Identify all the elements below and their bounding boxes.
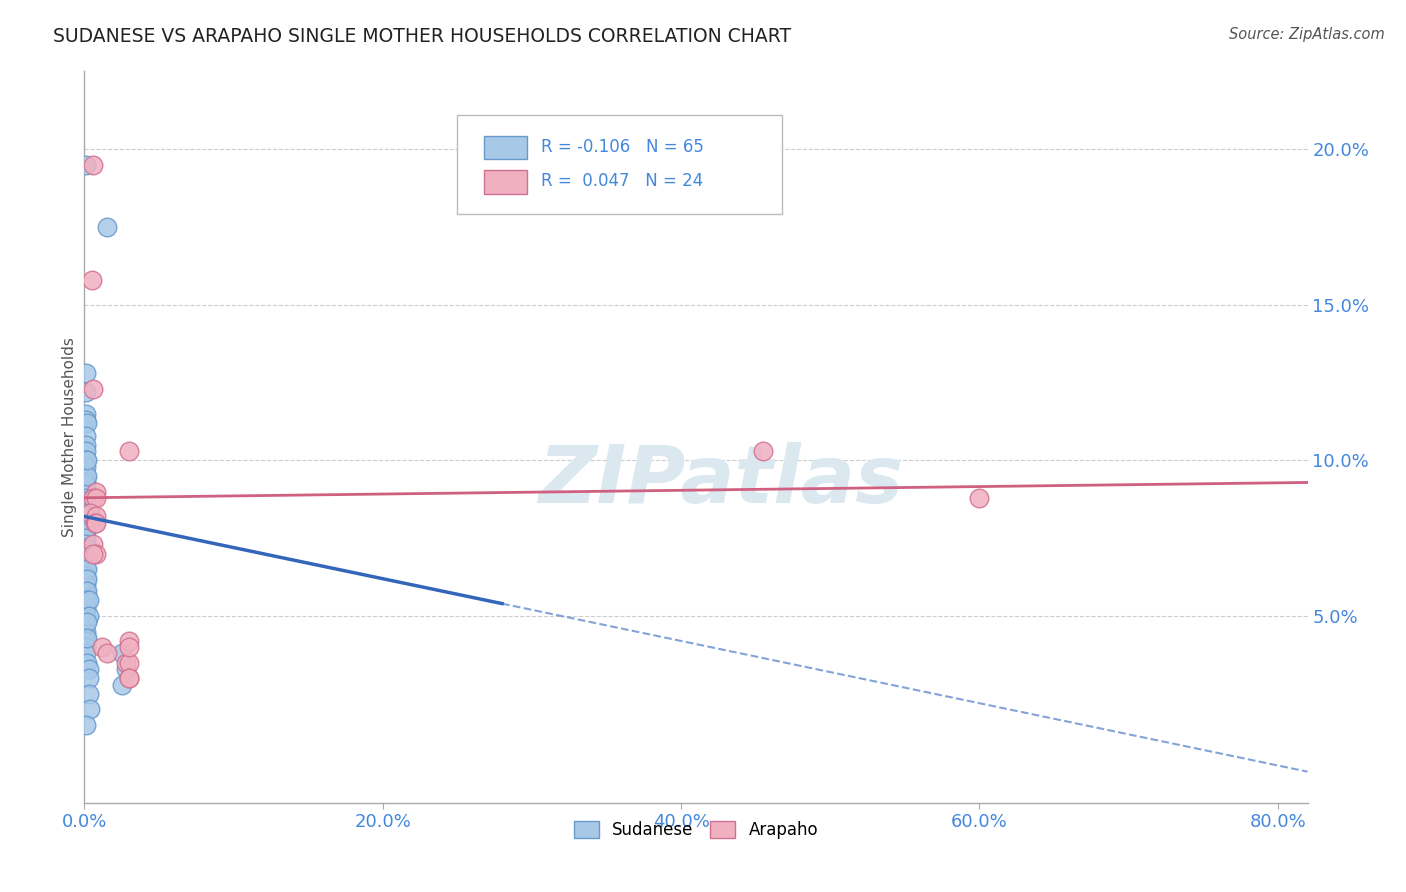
Point — [118, 656, 141, 670]
Point — [75, 634, 97, 648]
FancyBboxPatch shape — [484, 136, 527, 159]
Point — [84, 509, 107, 524]
Point — [75, 524, 97, 539]
Point — [76, 572, 98, 586]
Point — [79, 702, 101, 716]
Point — [75, 603, 97, 617]
Point — [115, 662, 138, 676]
Point — [84, 484, 107, 499]
Point — [77, 593, 100, 607]
Point — [118, 640, 141, 655]
Point — [111, 677, 134, 691]
Point — [75, 568, 97, 582]
Point — [82, 158, 104, 172]
Point — [96, 647, 118, 661]
Point — [76, 453, 98, 467]
Point — [76, 584, 98, 599]
Point — [115, 656, 138, 670]
Point — [75, 537, 97, 551]
Point — [111, 647, 134, 661]
Point — [75, 718, 97, 732]
Point — [75, 413, 97, 427]
Point — [75, 609, 97, 624]
Point — [77, 671, 100, 685]
Point — [75, 469, 97, 483]
Point — [75, 541, 97, 555]
Text: ZIPatlas: ZIPatlas — [538, 442, 903, 520]
Point — [79, 506, 101, 520]
Point — [75, 647, 97, 661]
Point — [75, 522, 97, 536]
Point — [118, 671, 141, 685]
Point — [82, 491, 104, 505]
Point — [75, 407, 97, 421]
Point — [75, 453, 97, 467]
Point — [76, 656, 98, 670]
Point — [75, 640, 97, 655]
Point — [75, 494, 97, 508]
Point — [84, 491, 107, 505]
Point — [76, 593, 98, 607]
Point — [75, 438, 97, 452]
Point — [75, 516, 97, 530]
Point — [75, 459, 97, 474]
Point — [84, 547, 107, 561]
Point — [80, 273, 103, 287]
Point — [75, 491, 97, 505]
Point — [75, 444, 97, 458]
Point — [76, 631, 98, 645]
Point — [118, 444, 141, 458]
Point — [75, 500, 97, 515]
FancyBboxPatch shape — [457, 115, 782, 214]
Point — [82, 537, 104, 551]
Point — [77, 609, 100, 624]
Point — [75, 553, 97, 567]
Point — [75, 562, 97, 576]
Point — [82, 547, 104, 561]
Point — [75, 631, 97, 645]
Point — [75, 384, 97, 399]
Point — [75, 484, 97, 499]
Point — [118, 634, 141, 648]
Point — [96, 219, 118, 234]
Point — [75, 572, 97, 586]
Point — [77, 547, 100, 561]
Point — [75, 475, 97, 490]
Point — [752, 444, 775, 458]
Point — [91, 640, 114, 655]
Point — [75, 158, 97, 172]
Point — [75, 478, 97, 492]
Point — [76, 562, 98, 576]
Point — [118, 671, 141, 685]
Point — [75, 428, 97, 442]
Point — [82, 382, 104, 396]
Point — [77, 662, 100, 676]
Text: R =  0.047   N = 24: R = 0.047 N = 24 — [541, 172, 703, 190]
Point — [75, 366, 97, 380]
Point — [75, 593, 97, 607]
Point — [75, 578, 97, 592]
Point — [75, 509, 97, 524]
Point — [969, 491, 991, 505]
Point — [76, 416, 98, 430]
FancyBboxPatch shape — [484, 170, 527, 194]
Point — [75, 624, 97, 639]
Point — [77, 687, 100, 701]
Text: Source: ZipAtlas.com: Source: ZipAtlas.com — [1229, 27, 1385, 42]
Point — [75, 547, 97, 561]
Point — [75, 506, 97, 520]
Point — [75, 615, 97, 630]
Point — [75, 599, 97, 614]
Legend: Sudanese, Arapaho: Sudanese, Arapaho — [567, 814, 825, 846]
Point — [75, 587, 97, 601]
Point — [76, 615, 98, 630]
Text: R = -0.106   N = 65: R = -0.106 N = 65 — [541, 137, 703, 156]
Point — [84, 516, 107, 530]
Point — [75, 584, 97, 599]
Y-axis label: Single Mother Households: Single Mother Households — [62, 337, 77, 537]
Point — [83, 516, 105, 530]
Point — [75, 531, 97, 545]
Text: SUDANESE VS ARAPAHO SINGLE MOTHER HOUSEHOLDS CORRELATION CHART: SUDANESE VS ARAPAHO SINGLE MOTHER HOUSEH… — [53, 27, 792, 45]
Point — [76, 469, 98, 483]
